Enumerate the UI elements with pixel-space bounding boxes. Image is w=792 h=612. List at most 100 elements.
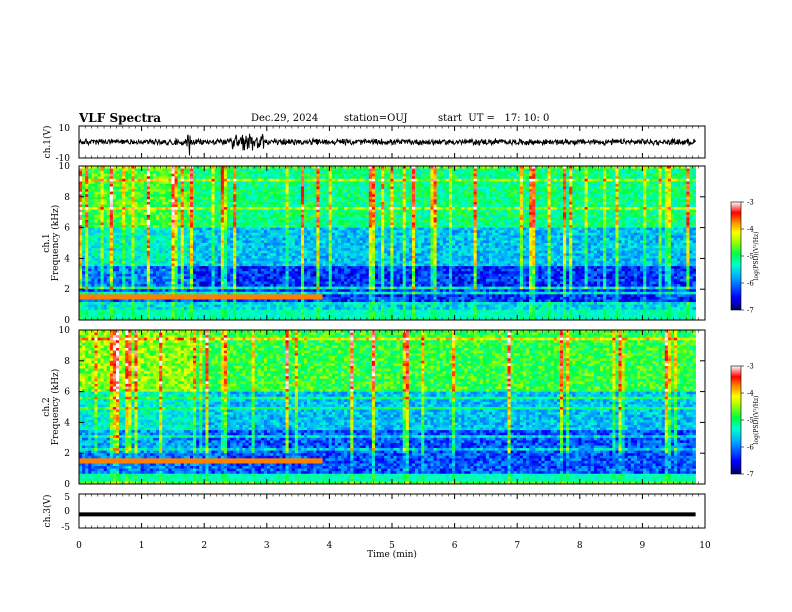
spectrogram-cell xyxy=(85,196,89,200)
spectrogram-cell xyxy=(122,263,126,267)
spectrogram-cell xyxy=(313,171,317,174)
spectrogram-cell xyxy=(103,209,108,213)
spectrogram-cell xyxy=(94,189,98,192)
spectrogram-cell xyxy=(257,194,262,198)
spectrogram-cell xyxy=(223,317,228,321)
spectrogram-cell xyxy=(245,201,249,205)
spectrogram-cell xyxy=(143,266,148,269)
spectrogram-cell xyxy=(304,304,308,308)
spectrogram-cell xyxy=(300,227,305,231)
spectrogram-cell xyxy=(310,207,314,210)
spectrogram-cell xyxy=(310,273,314,277)
spectrogram-cell xyxy=(174,178,178,182)
spectrogram-cell xyxy=(214,248,219,251)
spectrogram-cell xyxy=(288,291,293,295)
spectrogram-cell xyxy=(248,304,252,308)
spectrogram-cell xyxy=(236,286,240,290)
spectrogram-cell xyxy=(248,281,252,285)
spectrogram-cell xyxy=(103,291,108,295)
spectrogram-cell xyxy=(103,235,108,239)
spectrogram-cell xyxy=(149,255,154,259)
spectrogram-cell xyxy=(149,181,154,185)
spectrogram-cell xyxy=(282,309,286,313)
spectrogram-cell xyxy=(109,173,114,177)
spectrogram-cell xyxy=(211,207,215,210)
spectrogram-cell xyxy=(267,232,271,236)
spectrogram-cell xyxy=(304,181,308,185)
spectrogram-cell xyxy=(177,253,182,257)
spectrogram-cell xyxy=(307,171,311,174)
spectrogram-cell xyxy=(208,314,212,318)
spectrogram-cell xyxy=(236,240,240,244)
spectrogram-cell xyxy=(319,304,323,308)
spectrogram-cell xyxy=(94,258,98,262)
spectrogram-cell xyxy=(310,276,314,280)
spectrogram-cell xyxy=(162,266,166,269)
spectrogram-cell xyxy=(236,212,240,216)
spectrogram-cell xyxy=(319,217,323,221)
spectrogram-cell xyxy=(106,173,111,177)
spectrogram-cell xyxy=(183,232,188,236)
spectrogram-cell xyxy=(174,304,178,308)
spectrogram-cell xyxy=(291,186,296,190)
spectrogram-cell xyxy=(245,199,249,203)
spectrogram-cell xyxy=(217,235,222,239)
spectrogram-cell xyxy=(239,309,243,313)
spectrogram-cell xyxy=(233,294,237,298)
spectrogram-cell xyxy=(137,253,141,257)
spectrogram-cell xyxy=(273,255,277,259)
spectrogram-cell xyxy=(183,250,188,254)
spectrogram-cell xyxy=(186,240,191,244)
spectrogram-cell xyxy=(276,302,280,305)
spectrogram-cell xyxy=(316,312,320,316)
spectrogram-cell xyxy=(94,176,98,180)
spectrogram-cell xyxy=(236,199,240,203)
spectrogram-cell xyxy=(251,273,256,277)
spectrogram-cell xyxy=(82,266,86,269)
spectrogram-cell xyxy=(300,201,305,205)
spectrogram-cell xyxy=(199,268,203,272)
spectrogram-cell xyxy=(177,196,182,200)
spectrogram-cell xyxy=(220,209,225,213)
spectrogram-cell xyxy=(310,189,314,192)
spectrogram-cell xyxy=(119,201,123,205)
spectrogram-cell xyxy=(122,271,126,275)
spectrogram-cell xyxy=(328,317,333,321)
spectrogram-cell xyxy=(220,225,225,228)
spectrogram-cell xyxy=(214,271,219,275)
spectrogram-cell xyxy=(196,171,200,174)
spectrogram-cell xyxy=(199,266,203,269)
spectrogram-cell xyxy=(208,235,212,239)
spectrogram-cell xyxy=(193,237,197,241)
spectrogram-cell xyxy=(276,176,280,180)
spectrogram-cell xyxy=(322,276,326,280)
spectrogram-cell xyxy=(146,273,151,277)
spectrogram-cell xyxy=(146,268,151,272)
spectrogram-cell xyxy=(137,299,141,303)
spectrogram-cell xyxy=(100,183,104,187)
spectrogram-cell xyxy=(196,253,200,257)
spectrogram-cell xyxy=(143,181,148,185)
spectrogram-cell xyxy=(122,314,126,318)
spectrogram-cell xyxy=(304,217,308,221)
spectrogram-cell xyxy=(220,253,225,257)
spectrogram-cell xyxy=(162,186,166,190)
spectrogram-cell xyxy=(254,178,259,182)
spectrogram-cell xyxy=(131,263,135,267)
spectrogram-cell xyxy=(189,222,194,226)
spectrogram-cell xyxy=(248,314,252,318)
spectrogram-cell xyxy=(294,314,299,318)
spectrogram-cell xyxy=(196,227,200,231)
spectrogram-cell xyxy=(319,183,323,187)
spectrogram-cell xyxy=(254,314,259,318)
spectrogram-cell xyxy=(193,217,197,221)
spectrogram-cell xyxy=(208,253,212,257)
spectrogram-cell xyxy=(128,312,132,316)
spectrogram-cell xyxy=(310,266,314,269)
spectrogram-cell xyxy=(180,307,185,311)
spectrogram-cell xyxy=(239,219,243,223)
spectrogram-cell xyxy=(159,294,163,298)
spectrogram-cell xyxy=(199,201,203,205)
spectrogram-cell xyxy=(319,235,323,239)
spectrogram-cell xyxy=(310,250,314,254)
